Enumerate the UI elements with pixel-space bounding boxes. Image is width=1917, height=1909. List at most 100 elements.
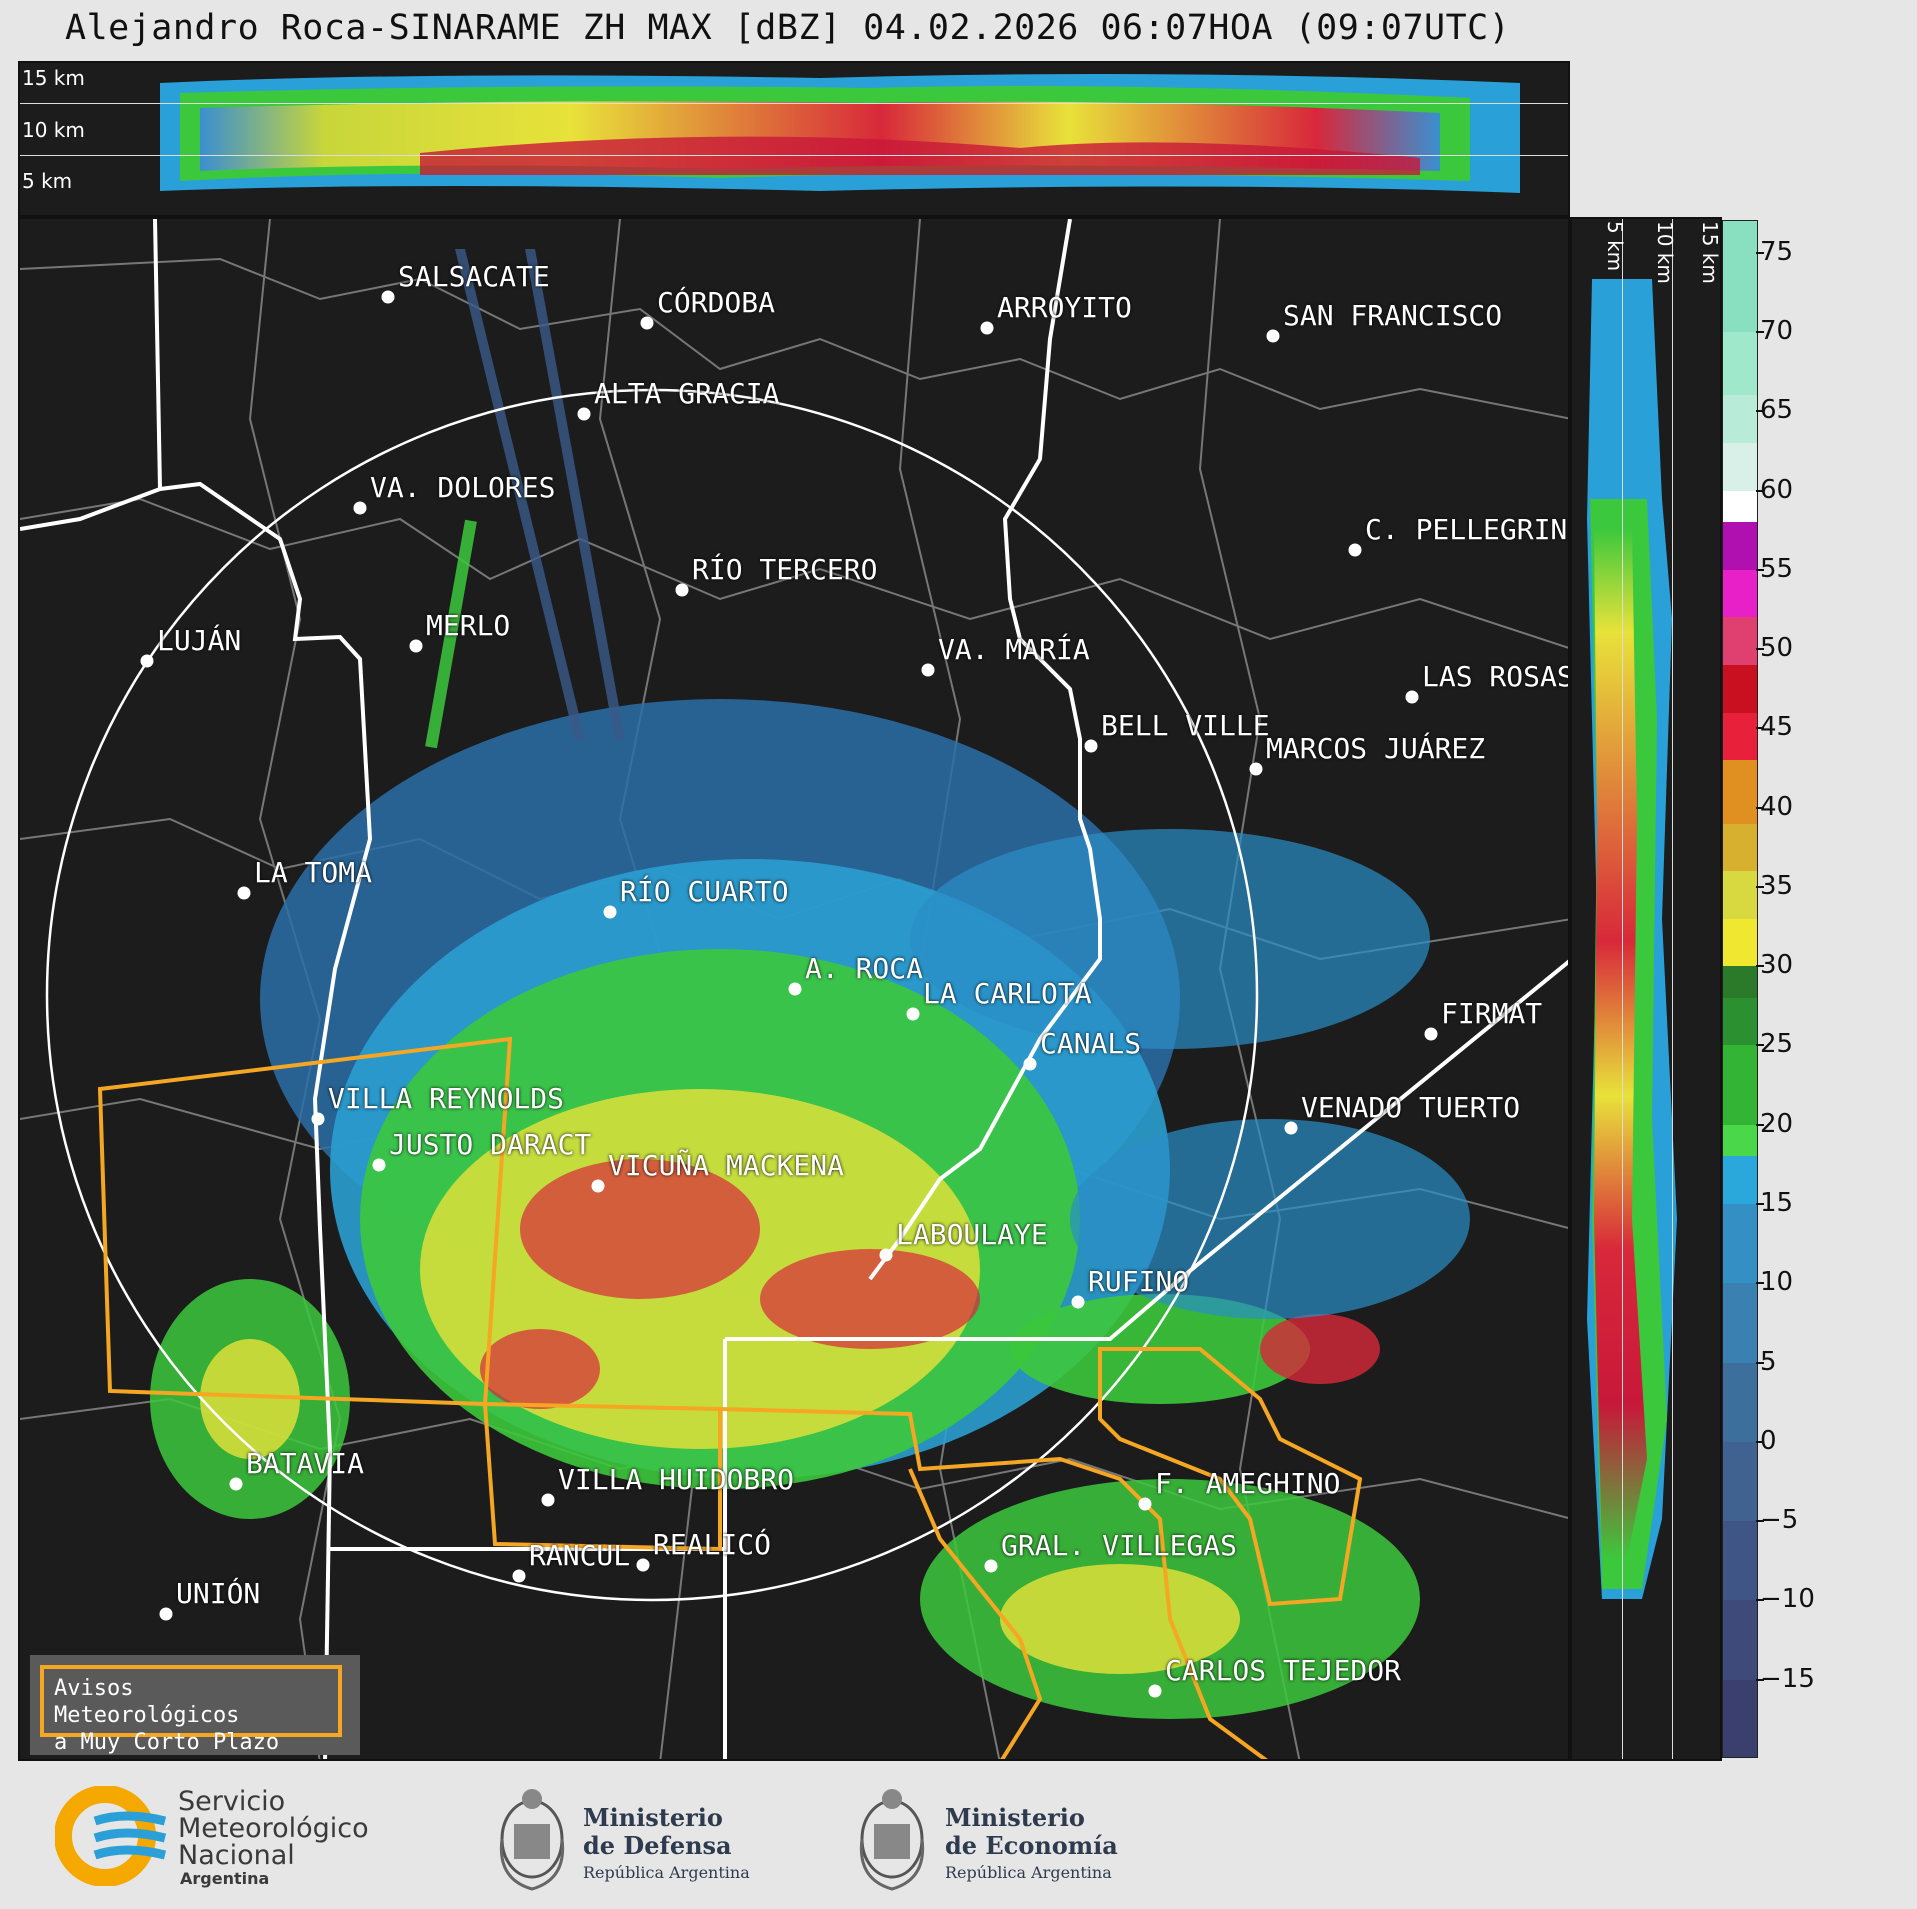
city-label-firmat: FIRMAT	[1441, 997, 1543, 1030]
smn-line1: Servicio	[178, 1786, 286, 1817]
colorbar-tick-label: 75	[1755, 236, 1794, 267]
colorbar-tick-label: 65	[1755, 395, 1794, 426]
city-dot-san-francisco	[1266, 329, 1280, 343]
city-label-cordoba: CÓRDOBA	[657, 286, 776, 319]
city-label-f-ameghino: F. AMEGHINO	[1155, 1467, 1341, 1500]
colorbar-band	[1723, 490, 1757, 523]
defensa-line1: Ministerio	[583, 1803, 723, 1832]
city-label-rio-tercero: RÍO TERCERO	[692, 553, 878, 586]
city-dot-bell-ville	[1084, 739, 1098, 753]
colorbar-tick-label: 30	[1755, 950, 1794, 981]
colorbar-band	[1723, 997, 1757, 1046]
city-dot-merlo	[409, 639, 423, 653]
colorbar-band	[1723, 1441, 1757, 1522]
footer-logos: Servicio Meteorológico Nacional Argentin…	[0, 1761, 1917, 1909]
city-dot-firmat	[1424, 1027, 1438, 1041]
city-dot-rio-tercero	[675, 583, 689, 597]
city-dot-vicuna-mackena	[591, 1179, 605, 1193]
city-dot-las-rosas	[1405, 690, 1419, 704]
city-dot-justo-daract	[372, 1158, 386, 1172]
city-dot-gral-villegas	[984, 1559, 998, 1573]
colorbar-band	[1723, 760, 1757, 824]
colorbar-tick-label: 50	[1755, 633, 1794, 664]
city-label-la-toma: LA TOMA	[254, 856, 373, 889]
colorbar-band	[1723, 1204, 1757, 1284]
city-label-union: UNIÓN	[176, 1577, 261, 1610]
warning-legend: Avisos Meteorológicos a Muy Corto Plazo	[30, 1655, 360, 1755]
city-label-c-pellegrini: C. PELLEGRINI	[1365, 513, 1570, 546]
city-label-batavia: BATAVIA	[246, 1447, 365, 1480]
city-dot-salsacate	[381, 290, 395, 304]
city-label-arroyito: ARROYITO	[997, 291, 1132, 324]
city-dot-villa-reynolds	[311, 1112, 325, 1126]
city-dot-la-carlota	[906, 1007, 920, 1021]
altitude-line-5km	[20, 155, 1568, 156]
colorbar-band	[1723, 617, 1757, 665]
city-dot-venado-tuerto	[1284, 1121, 1298, 1135]
colorbar-band	[1723, 918, 1757, 967]
city-dot-marcos-juarez	[1249, 762, 1263, 776]
colorbar-tick-label: 60	[1755, 474, 1794, 505]
colorbar-band	[1723, 712, 1757, 761]
smn-line3: Nacional	[178, 1840, 295, 1871]
city-label-lujan: LUJÁN	[157, 624, 242, 657]
city-label-san-francisco: SAN FRANCISCO	[1283, 299, 1503, 332]
top-cross-section-image	[160, 74, 1520, 193]
colorbar-band	[1723, 522, 1757, 570]
city-dot-laboulaye	[879, 1248, 893, 1262]
city-label-alta-gracia: ALTA GRACIA	[594, 377, 780, 410]
city-dot-arroyito	[980, 321, 994, 335]
colorbar-band	[1723, 1124, 1757, 1157]
city-dot-a-roca	[788, 982, 802, 996]
colorbar-tick-label: 35	[1755, 870, 1794, 901]
city-label-rufino: RUFINO	[1088, 1265, 1190, 1298]
city-label-vicuna-mackena: VICUÑA MACKENA	[608, 1149, 845, 1182]
colorbar-tick-label: −15	[1756, 1663, 1815, 1694]
city-label-rancul: RANCUL	[529, 1539, 631, 1572]
colorbar-tick-label: −10	[1756, 1584, 1815, 1615]
radar-map-image	[20, 219, 1568, 1759]
economia-line1: Ministerio	[945, 1803, 1085, 1832]
defensa-sub: República Argentina	[583, 1863, 750, 1882]
side-altitude-label-5km: 5 km	[1603, 221, 1627, 272]
city-dot-cordoba	[640, 316, 654, 330]
colorbar-band	[1723, 823, 1757, 872]
warning-legend-line2: a Muy Corto Plazo	[54, 1730, 280, 1755]
smn-logo-icon	[55, 1786, 167, 1886]
echo-region-red-2	[760, 1249, 980, 1349]
city-dot-lujan	[140, 654, 154, 668]
echo-region-west-yellow	[200, 1339, 300, 1459]
colorbar-band	[1723, 1362, 1757, 1442]
city-label-carlos-tejedor: CARLOS TEJEDOR	[1165, 1654, 1402, 1687]
altitude-label-10km: 10 km	[22, 118, 85, 142]
city-dot-batavia	[229, 1477, 243, 1491]
colorbar-band	[1723, 1156, 1757, 1205]
reflectivity-colorbar	[1722, 220, 1758, 1758]
city-dot-f-ameghino	[1138, 1497, 1152, 1511]
city-dot-la-toma	[237, 886, 251, 900]
colorbar-tick-label: 55	[1755, 553, 1794, 584]
colorbar-band	[1723, 569, 1757, 618]
city-label-laboulaye: LABOULAYE	[896, 1218, 1048, 1251]
colorbar-tick-label: −5	[1755, 1505, 1799, 1536]
city-label-marcos-juarez: MARCOS JUÁREZ	[1266, 732, 1486, 765]
colorbar-tick-label: 15	[1755, 1188, 1794, 1219]
city-label-gral-villegas: GRAL. VILLEGAS	[1001, 1529, 1238, 1562]
city-label-villa-reynolds: VILLA REYNOLDS	[328, 1082, 565, 1115]
city-label-canals: CANALS	[1040, 1027, 1142, 1060]
range-ring	[45, 388, 1259, 1602]
city-label-merlo: MERLO	[426, 609, 511, 642]
colorbar-band	[1723, 1521, 1757, 1601]
colorbar-tick-label: 45	[1755, 712, 1794, 743]
warning-legend-line1: Avisos Meteorológicos	[54, 1676, 240, 1728]
city-label-realico: REALICÓ	[653, 1528, 772, 1561]
colorbar-band	[1723, 1283, 1757, 1363]
warning-polygons	[97, 1036, 1363, 1759]
city-dot-alta-gracia	[577, 407, 591, 421]
city-label-salsacate: SALSACATE	[398, 260, 550, 293]
warning-legend-frame: Avisos Meteorológicos a Muy Corto Plazo	[40, 1665, 342, 1755]
colorbar-band	[1723, 1679, 1757, 1757]
altitude-line-10km	[20, 103, 1568, 104]
colorbar-band	[1723, 395, 1757, 443]
colorbar-tick-label: 10	[1755, 1267, 1794, 1298]
